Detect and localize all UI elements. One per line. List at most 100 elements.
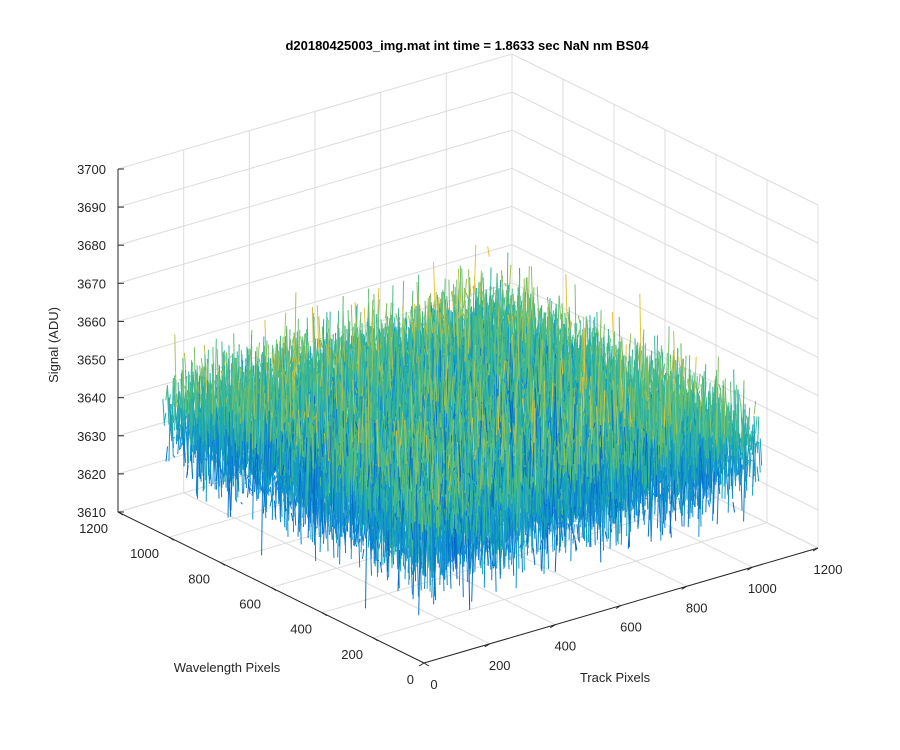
surface-mesh-strokes (384, 356, 497, 481)
surface-mesh-strokes (292, 327, 593, 445)
surface-mesh-strokes (458, 412, 462, 423)
surface-mesh-strokes (284, 364, 726, 445)
y-tick-mark (321, 612, 328, 617)
surface-mesh-strokes (289, 275, 504, 500)
x-tick-label: 600 (620, 620, 642, 635)
surface-mesh-strokes (408, 446, 412, 489)
z-axis-label: Signal (ADU) (46, 307, 61, 383)
wall-gridline-z (511, 205, 819, 358)
x-tick-label: 1000 (748, 581, 777, 596)
surface-mesh-strokes (628, 396, 632, 427)
wall-gridline-z (117, 244, 513, 361)
x-tick-mark (418, 662, 425, 667)
surface-mesh-strokes (376, 288, 380, 327)
y-tick-mark (219, 561, 226, 566)
surface-data (162, 244, 763, 616)
surface-mesh-strokes (266, 329, 645, 472)
surface-mesh-strokes (364, 264, 585, 433)
surface-mesh-strokes (238, 307, 651, 511)
surface-mesh-strokes (497, 375, 501, 430)
surface-mesh-strokes (337, 284, 551, 494)
surface-mesh-strokes (330, 296, 515, 411)
surface-mesh-strokes (513, 408, 536, 456)
surface-mesh-strokes (371, 415, 504, 463)
wall-gridline-z (511, 91, 819, 244)
z-tick-label: 3660 (77, 314, 106, 329)
surface-mesh-strokes (242, 320, 631, 482)
surface-mesh-strokes (589, 405, 593, 430)
surface-mesh-strokes (184, 344, 671, 465)
surface-mesh-strokes (252, 311, 677, 461)
y-tick-label: 800 (188, 571, 210, 586)
surface-mesh-strokes (415, 325, 516, 485)
x-tick-mark (681, 585, 687, 590)
chart-title: d20180425003_img.mat int time = 1.8633 s… (285, 38, 649, 53)
surface-mesh-strokes (632, 417, 636, 441)
surface-mesh-strokes (471, 417, 475, 455)
surface-mesh-strokes (371, 345, 702, 465)
surface-mesh-strokes (565, 274, 568, 341)
surface-mesh-strokes (404, 321, 407, 334)
z-tick-label: 3700 (77, 162, 106, 177)
x-tick-mark (812, 547, 819, 552)
surface-mesh-strokes (246, 313, 564, 419)
surface-mesh-strokes (302, 372, 583, 423)
surface-mesh-strokes (694, 356, 697, 394)
z-tick-label: 3650 (77, 353, 106, 368)
surface-mesh-strokes (295, 355, 299, 376)
x-tick-mark (615, 605, 622, 609)
surface-mesh-strokes (443, 295, 446, 333)
surface-mesh-strokes (402, 307, 611, 486)
surface-mesh-strokes (568, 320, 659, 391)
surface-mesh-strokes (416, 292, 478, 472)
surface-mesh-strokes (293, 308, 520, 420)
surface-mesh-strokes (480, 318, 484, 346)
x-tick-label: 800 (686, 600, 708, 615)
y-tick-mark (270, 587, 277, 591)
wall-gridline-z (511, 129, 819, 282)
surface-mesh-strokes (511, 315, 515, 334)
x-tick-label: 400 (554, 639, 576, 654)
surface-mesh-strokes (357, 417, 360, 453)
surface-mesh-strokes (292, 366, 534, 423)
surface-mesh-strokes (611, 311, 627, 419)
surface-mesh-strokes (320, 361, 622, 530)
z-tick-label: 3690 (77, 200, 106, 215)
surface-mesh-strokes (272, 330, 718, 440)
surface-mesh-strokes (283, 344, 286, 359)
surface-mesh-strokes (381, 369, 482, 458)
surface-mesh-strokes (425, 434, 429, 479)
surface-mesh-strokes (285, 349, 452, 489)
surface-mesh-strokes (514, 382, 651, 443)
surface-mesh-strokes (602, 390, 606, 437)
surface-mesh-strokes (645, 389, 648, 402)
axes-ticks: 0 200 400 600 800 1000 1200 0 200 400 600 800 1000 12… (77, 162, 842, 692)
surface-mesh-strokes (354, 407, 590, 514)
surface-mesh-strokes (246, 336, 662, 523)
surface-mesh-strokes (318, 316, 321, 350)
surface-mesh-strokes (355, 421, 358, 430)
surface-mesh-strokes (289, 394, 659, 605)
surface-mesh-strokes (174, 334, 177, 408)
surface-mesh-strokes (353, 394, 510, 516)
surface-mesh-strokes (297, 288, 501, 365)
wall-gridline-z (511, 244, 819, 397)
surface-mesh-strokes (325, 321, 436, 382)
x-tick-mark (484, 643, 490, 648)
surface-mesh-strokes (488, 363, 491, 376)
y-tick-label: 400 (290, 622, 312, 637)
surface-mesh-strokes (238, 368, 624, 424)
wall-gridline-z (117, 205, 513, 322)
surface-mesh-strokes (228, 479, 672, 538)
surface-mesh-strokes (320, 313, 530, 433)
surface-mesh-strokes (292, 360, 604, 498)
surface-mesh-strokes (281, 266, 664, 432)
y-tick-mark (372, 637, 379, 642)
surface-mesh-strokes (562, 317, 602, 466)
surface-mesh-strokes (445, 356, 449, 380)
z-tick-label: 3610 (77, 505, 106, 520)
z-tick-label: 3640 (77, 391, 106, 406)
surface-mesh-strokes (541, 522, 544, 572)
x-tick-label: 1200 (814, 562, 843, 577)
